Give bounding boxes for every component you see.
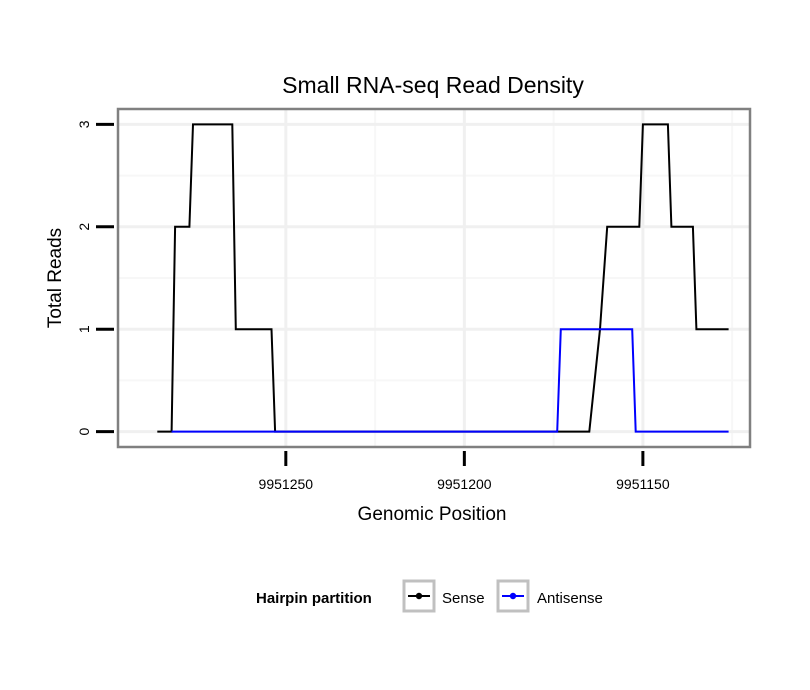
plot-area [116, 107, 752, 449]
legend-dot-sense [415, 592, 423, 600]
legend-item-antisense: Antisense [496, 579, 603, 613]
x-axis-title: Genomic Position [358, 504, 507, 525]
y-axis: 0 1 2 3 [76, 120, 114, 436]
y-tick-label: 3 [76, 120, 92, 128]
x-axis: 9951250 9951200 9951150 [259, 451, 670, 492]
legend: Hairpin partition Sense Antisense [256, 579, 603, 613]
x-tick-label: 9951250 [259, 476, 314, 492]
legend-dot-antisense [509, 592, 517, 600]
y-axis-title: Total Reads [45, 228, 66, 328]
chart-title: Small RNA-seq Read Density [282, 72, 584, 98]
legend-title: Hairpin partition [256, 590, 372, 607]
y-tick-label: 2 [76, 223, 92, 231]
y-tick-label: 1 [76, 325, 92, 333]
series-line-sense [157, 123, 729, 433]
x-tick-label: 9951200 [437, 476, 492, 492]
legend-label-antisense: Antisense [537, 590, 603, 607]
y-tick-label: 0 [76, 428, 92, 436]
legend-item-sense: Sense [402, 579, 485, 613]
series-line-antisense [171, 328, 729, 433]
plot-border [116, 107, 752, 449]
legend-label-sense: Sense [442, 590, 485, 607]
x-tick-label: 9951150 [616, 476, 670, 492]
series-layer [157, 123, 729, 433]
